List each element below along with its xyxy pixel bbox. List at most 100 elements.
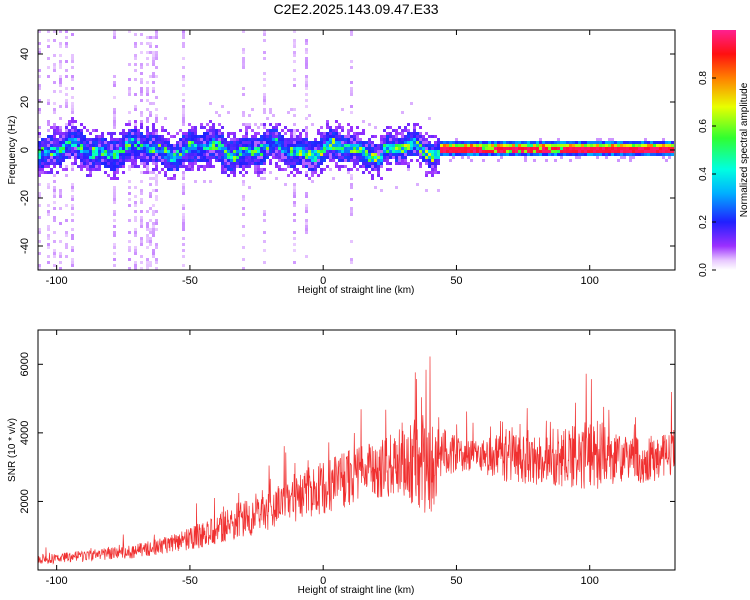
spectrogram-cell [668,144,671,147]
spectrogram-cell [146,51,149,54]
spectrogram-cell [245,156,248,159]
spectrogram-cell [554,144,557,147]
spectrogram-cell [191,126,194,129]
spectrogram-cell [452,144,455,147]
spectrogram-cell [71,153,74,156]
spectrogram-cell [107,147,110,150]
spectrogram-cell [626,144,629,147]
spectrogram-cell [464,150,467,153]
spectrogram-cell [308,150,311,153]
spectrogram-cell [419,162,422,165]
spectrogram-cell [425,153,428,156]
spectrogram-cell [644,144,647,147]
spectrogram-cell [86,162,89,165]
spectrogram-cell [209,138,212,141]
spectrogram-y-tick-label: 40 [19,48,31,60]
spectrogram-cell [245,135,248,138]
spectrogram-cell [335,126,338,129]
spectrogram-cell [200,150,203,153]
spectrogram-cell [206,159,209,162]
spectrogram-cell [155,108,158,111]
spectrogram-cell [302,162,305,165]
spectrogram-cell [242,159,245,162]
spectrogram-cell [53,129,56,132]
spectrogram-cell [182,186,185,189]
spectrogram-cell [503,147,506,150]
spectrogram-cell [254,123,257,126]
spectrogram-cell [293,45,296,48]
spectrogram-cell [182,189,185,192]
spectrogram-cell [92,156,95,159]
spectrogram-cell [404,159,407,162]
spectrogram-cell [176,141,179,144]
spectrogram-cell [401,147,404,150]
spectrogram-cell [71,147,74,150]
spectrogram-cell [155,222,158,225]
spectrogram-cell [359,150,362,153]
spectrogram-cell [254,150,257,153]
spectrogram-cell [293,189,296,192]
spectrogram-cell [38,165,41,168]
spectrogram-cell [335,147,338,150]
spectrogram-cell [77,135,80,138]
spectrogram-cell [620,156,623,159]
spectrogram-cell [221,105,224,108]
spectrogram-cell [98,156,101,159]
spectrogram-cell [362,159,365,162]
spectrogram-cell [152,36,155,39]
spectrogram-cell [53,102,56,105]
spectrogram-cell [464,144,467,147]
spectrogram-cell [251,135,254,138]
spectrogram-cell [314,162,317,165]
spectrogram-cell [263,108,266,111]
spectrogram-cell [131,147,134,150]
spectrogram-cell [125,141,128,144]
spectrogram-cell [242,180,245,183]
spectrogram-cell [293,147,296,150]
spectrogram-cell [356,153,359,156]
spectrogram-cell [350,87,353,90]
spectrogram-cell [137,147,140,150]
spectrogram-cell [257,156,260,159]
spectrogram-cell [38,168,41,171]
spectrogram-cell [206,147,209,150]
spectrogram-cell [533,144,536,147]
spectrogram-cell [161,162,164,165]
spectrogram-cell [473,147,476,150]
spectrogram-cell [164,117,167,120]
spectrogram-cell [416,135,419,138]
spectrogram-cell [128,168,131,171]
spectrogram-cell [314,168,317,171]
spectrogram-cell [623,150,626,153]
spectrogram-cell [278,159,281,162]
spectrogram-cell [404,141,407,144]
spectrogram-cell [395,135,398,138]
spectrogram-cell [59,156,62,159]
spectrogram-cell [149,111,152,114]
spectrogram-cell [146,210,149,213]
spectrogram-cell [212,150,215,153]
spectrogram-cell [506,147,509,150]
spectrogram-cell [125,147,128,150]
spectrogram-cell [182,225,185,228]
spectrogram-cell [599,150,602,153]
spectrogram-cell [626,141,629,144]
spectrogram-cell [308,141,311,144]
spectrogram-cell [53,162,56,165]
spectrogram-cell [62,144,65,147]
spectrogram-cell [233,159,236,162]
spectrogram-cell [338,150,341,153]
spectrogram-cell [53,54,56,57]
spectrogram-cell [320,162,323,165]
spectrogram-cell [293,201,296,204]
spectrogram-cell [638,147,641,150]
spectrogram-cell [251,156,254,159]
spectrogram-cell [641,141,644,144]
snr-x-ticks: -100 -50 0 50 100 [46,330,599,587]
spectrogram-cell [47,144,50,147]
spectrogram-cell [425,144,428,147]
spectrogram-cell [353,138,356,141]
spectrogram-cell [74,129,77,132]
spectrogram-cell [131,141,134,144]
spectrogram-cell [242,48,245,51]
